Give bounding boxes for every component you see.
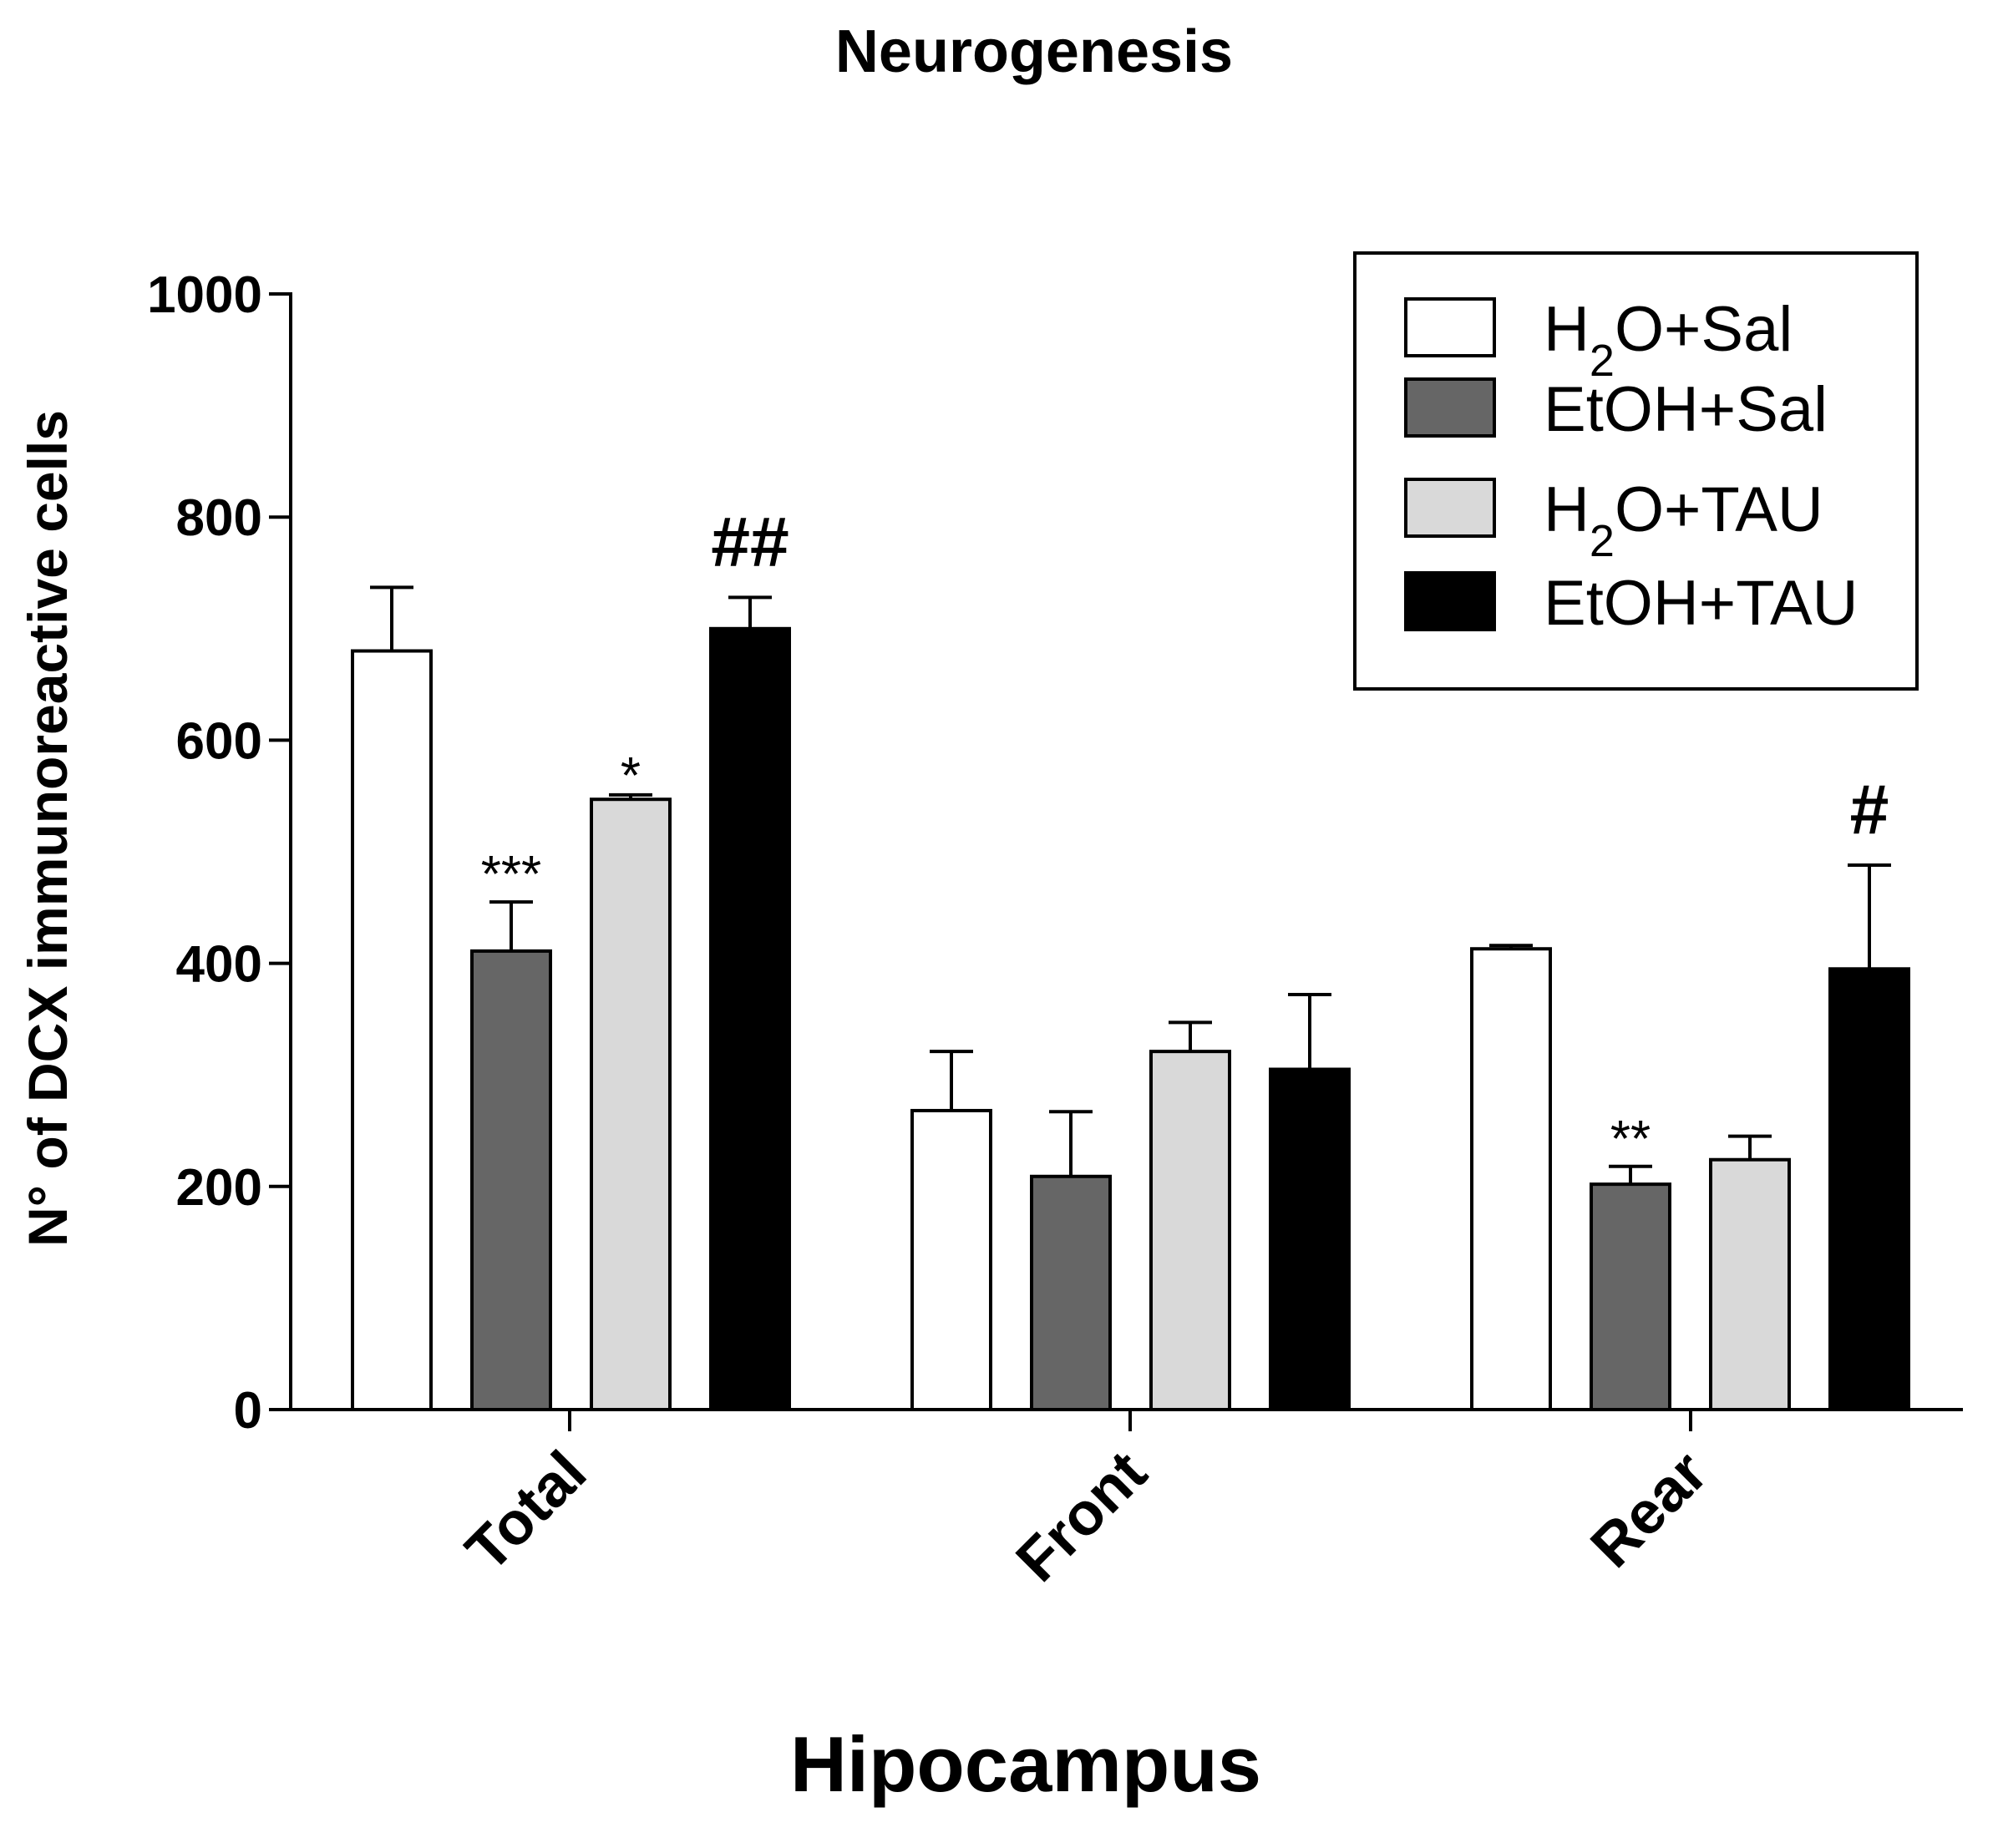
bars	[351, 585, 1910, 1412]
chart-title: Neurogenesis	[835, 18, 1233, 85]
y-tick-label: 200	[176, 1159, 262, 1217]
x-tick-label-rear: Rear	[1579, 1439, 1721, 1581]
significance-marker: ***	[481, 846, 541, 904]
bar-rear-h2o-sal	[1470, 947, 1552, 1412]
y-tick-label: 800	[176, 489, 262, 547]
bar-rear-etoh-sal	[1590, 1182, 1671, 1412]
bar-front-h2o-sal	[910, 1108, 992, 1412]
y-tick-label: 0	[234, 1382, 262, 1440]
bar-total-h2o-tau	[590, 797, 672, 1411]
significance-annotations: ****##**#	[481, 502, 1889, 1167]
bar-total-h2o-sal	[351, 649, 433, 1411]
significance-marker: ##	[711, 502, 789, 580]
y-tick-label: 400	[176, 936, 262, 994]
bar-front-h2o-tau	[1149, 1050, 1231, 1412]
legend-label: EtOH+TAU	[1544, 568, 1859, 639]
legend-label: EtOH+Sal	[1544, 374, 1828, 445]
y-tick-label: 600	[176, 712, 262, 770]
legend-swatch	[1404, 377, 1496, 438]
legend-swatch	[1404, 478, 1496, 538]
x-axis-label: Hipocampus	[790, 1720, 1261, 1808]
bar-total-etoh-tau	[709, 626, 791, 1411]
bar-rear-etoh-tau	[1828, 967, 1910, 1411]
bar-front-etoh-sal	[1030, 1174, 1112, 1411]
legend-swatch	[1404, 297, 1496, 357]
significance-marker: *	[621, 747, 641, 805]
y-axis-label: N° of DCX immunoreactive cells	[17, 410, 79, 1247]
bar-front-etoh-tau	[1269, 1067, 1351, 1412]
significance-marker: **	[1610, 1111, 1651, 1168]
x-tick-label-front: Front	[1004, 1439, 1160, 1595]
bar-rear-h2o-tau	[1709, 1157, 1791, 1411]
bar-total-etoh-sal	[470, 949, 552, 1412]
y-tick-label: 1000	[147, 266, 262, 324]
legend-swatch	[1404, 571, 1496, 631]
x-tick-label-total: Total	[454, 1439, 599, 1584]
significance-marker: #	[1850, 770, 1889, 848]
